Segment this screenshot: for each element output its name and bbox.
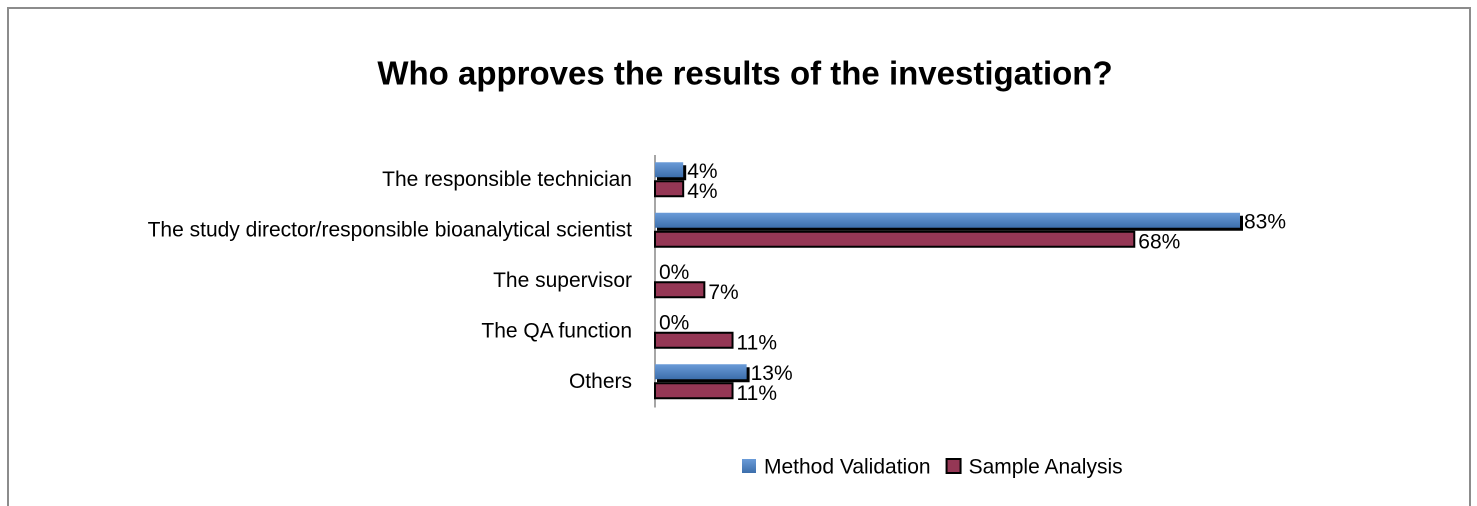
bar [654,331,734,349]
chart-title: Who approves the results of the investig… [377,55,1112,92]
value-label: 13% [751,362,793,385]
category-label: The QA function [481,319,632,342]
value-label: 11% [737,331,777,354]
category-label: The responsible technician [382,168,632,191]
bar [654,180,685,198]
value-label: 7% [708,281,738,304]
bar [655,212,1240,228]
bar [654,281,706,299]
value-label: 68% [1138,230,1180,253]
value-label: 11% [737,382,777,405]
legend-swatch [742,459,756,473]
frame [7,7,1471,506]
category-label: The supervisor [493,269,632,292]
bar [654,230,1136,248]
legend-swatch [945,458,962,474]
bar [655,162,684,178]
value-label: 4% [687,180,717,203]
category-label: The study director/responsible bioanalyt… [148,218,633,241]
bar [654,382,734,400]
value-label: 0% [659,311,689,334]
value-label: 83% [1244,210,1286,233]
bar [655,364,747,380]
value-label: 4% [687,160,717,183]
value-label: 0% [659,261,689,284]
category-label: Others [569,370,632,393]
legend-label: Sample Analysis [969,456,1123,479]
legend-label: Method Validation [764,456,931,479]
